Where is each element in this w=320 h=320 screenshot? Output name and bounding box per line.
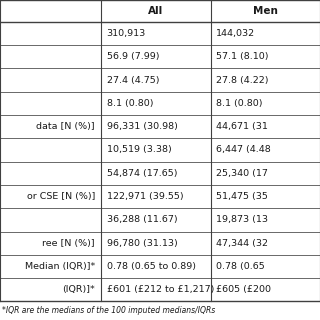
Text: 36,288 (11.67): 36,288 (11.67) <box>107 215 177 224</box>
Text: 8.1 (0.80): 8.1 (0.80) <box>216 99 263 108</box>
Text: 54,874 (17.65): 54,874 (17.65) <box>107 169 177 178</box>
Text: 122,971 (39.55): 122,971 (39.55) <box>107 192 183 201</box>
Text: 144,032: 144,032 <box>216 29 255 38</box>
Text: (IQR)]*: (IQR)]* <box>62 285 95 294</box>
Text: All: All <box>148 6 163 16</box>
Text: data [N (%)]: data [N (%)] <box>33 122 95 131</box>
Text: 0.78 (0.65 to 0.89): 0.78 (0.65 to 0.89) <box>107 262 196 271</box>
Text: 96,780 (31.13): 96,780 (31.13) <box>107 239 177 248</box>
Text: £601 (£212 to £1,217): £601 (£212 to £1,217) <box>107 285 214 294</box>
Text: 96,331 (30.98): 96,331 (30.98) <box>107 122 177 131</box>
Text: 27.4 (4.75): 27.4 (4.75) <box>107 76 159 84</box>
Text: 47,344 (32: 47,344 (32 <box>216 239 268 248</box>
Text: 27.8 (4.22): 27.8 (4.22) <box>216 76 269 84</box>
Text: Median (IQR)]*: Median (IQR)]* <box>25 262 95 271</box>
Text: or CSE [N (%)]: or CSE [N (%)] <box>27 192 95 201</box>
Text: 44,671 (31: 44,671 (31 <box>216 122 268 131</box>
Text: 8.1 (0.80): 8.1 (0.80) <box>107 99 153 108</box>
Text: Men: Men <box>253 6 278 16</box>
Text: ree [N (%)]: ree [N (%)] <box>43 239 95 248</box>
Text: *IQR are the medians of the 100 imputed medians/IQRs: *IQR are the medians of the 100 imputed … <box>2 306 215 315</box>
Text: 6,447 (4.48: 6,447 (4.48 <box>216 146 271 155</box>
Text: £605 (£200: £605 (£200 <box>216 285 271 294</box>
Text: 56.9 (7.99): 56.9 (7.99) <box>107 52 159 61</box>
Text: 51,475 (35: 51,475 (35 <box>216 192 268 201</box>
Text: 10,519 (3.38): 10,519 (3.38) <box>107 146 171 155</box>
Text: 57.1 (8.10): 57.1 (8.10) <box>216 52 269 61</box>
Text: 19,873 (13: 19,873 (13 <box>216 215 268 224</box>
Text: 0.78 (0.65: 0.78 (0.65 <box>216 262 265 271</box>
Text: 25,340 (17: 25,340 (17 <box>216 169 268 178</box>
Text: 310,913: 310,913 <box>107 29 146 38</box>
